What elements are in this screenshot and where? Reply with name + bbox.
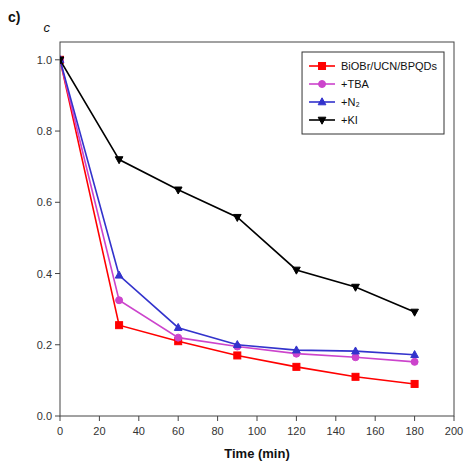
y-axis-label: c bbox=[44, 20, 51, 35]
x-tick-label: 140 bbox=[327, 425, 345, 437]
point bbox=[115, 157, 123, 164]
point bbox=[233, 214, 241, 221]
x-tick bbox=[257, 416, 258, 421]
point bbox=[174, 187, 182, 194]
point bbox=[352, 354, 359, 361]
point bbox=[411, 351, 419, 358]
point bbox=[115, 271, 123, 278]
y-tick-label: 0.2 bbox=[37, 339, 52, 351]
y-tick bbox=[55, 273, 60, 274]
legend-label: +N₂ bbox=[341, 96, 360, 108]
point bbox=[293, 346, 301, 353]
y-tick-label: 1.0 bbox=[37, 54, 52, 66]
legend-box bbox=[302, 52, 444, 134]
legend-label: +TBA bbox=[341, 78, 369, 90]
point bbox=[175, 334, 182, 341]
x-tick-label: 60 bbox=[172, 425, 184, 437]
legend-marker bbox=[318, 117, 326, 124]
point bbox=[352, 347, 360, 354]
plot-frame bbox=[60, 42, 454, 416]
legend-marker bbox=[319, 63, 326, 70]
x-tick-label: 0 bbox=[57, 425, 63, 437]
point bbox=[352, 373, 359, 380]
legend-marker bbox=[319, 81, 326, 88]
legend-marker bbox=[318, 98, 326, 105]
point bbox=[233, 341, 241, 348]
chart: 0204060801001201401601802000.00.20.40.60… bbox=[0, 0, 474, 474]
x-tick bbox=[217, 416, 218, 421]
x-tick-label: 20 bbox=[93, 425, 105, 437]
x-tick bbox=[335, 416, 336, 421]
y-tick bbox=[55, 416, 60, 417]
y-tick bbox=[55, 202, 60, 203]
x-tick bbox=[296, 416, 297, 421]
x-tick bbox=[375, 416, 376, 421]
y-tick-label: 0.8 bbox=[37, 125, 52, 137]
y-tick bbox=[55, 59, 60, 60]
y-tick-label: 0.0 bbox=[37, 410, 52, 422]
point bbox=[293, 267, 301, 274]
x-axis: 0 20 40 60 80 100 120 140 160 180 200 bbox=[57, 416, 463, 437]
x-tick-label: 80 bbox=[211, 425, 223, 437]
point bbox=[411, 309, 419, 316]
point bbox=[293, 363, 300, 370]
point bbox=[116, 297, 123, 304]
x-tick bbox=[178, 416, 179, 421]
legend-label: +KI bbox=[341, 114, 358, 126]
x-tick-label: 200 bbox=[445, 425, 463, 437]
point bbox=[411, 358, 418, 365]
x-tick bbox=[414, 416, 415, 421]
x-tick bbox=[60, 416, 61, 421]
y-tick-label: 0.6 bbox=[37, 196, 52, 208]
x-tick-label: 120 bbox=[287, 425, 305, 437]
legend: BiOBr/UCN/BPQDs +TBA +N₂ +KI bbox=[302, 52, 444, 134]
y-tick bbox=[55, 131, 60, 132]
x-tick bbox=[454, 416, 455, 421]
x-tick-label: 160 bbox=[366, 425, 384, 437]
x-tick bbox=[138, 416, 139, 421]
point bbox=[352, 284, 360, 291]
x-axis-label: Time (min) bbox=[224, 446, 290, 461]
point bbox=[60, 57, 64, 64]
point bbox=[174, 323, 182, 330]
point bbox=[116, 322, 123, 329]
x-tick-label: 40 bbox=[133, 425, 145, 437]
y-tick bbox=[55, 344, 60, 345]
x-tick bbox=[99, 416, 100, 421]
panel-label: c) bbox=[8, 9, 20, 25]
point bbox=[411, 380, 418, 387]
x-tick-label: 180 bbox=[405, 425, 423, 437]
legend-label: BiOBr/UCN/BPQDs bbox=[341, 60, 437, 72]
y-tick-label: 0.4 bbox=[37, 268, 52, 280]
y-axis: 0.0 0.2 0.4 0.6 0.8 1.0 bbox=[37, 54, 60, 422]
point bbox=[234, 352, 241, 359]
x-tick-label: 100 bbox=[248, 425, 266, 437]
